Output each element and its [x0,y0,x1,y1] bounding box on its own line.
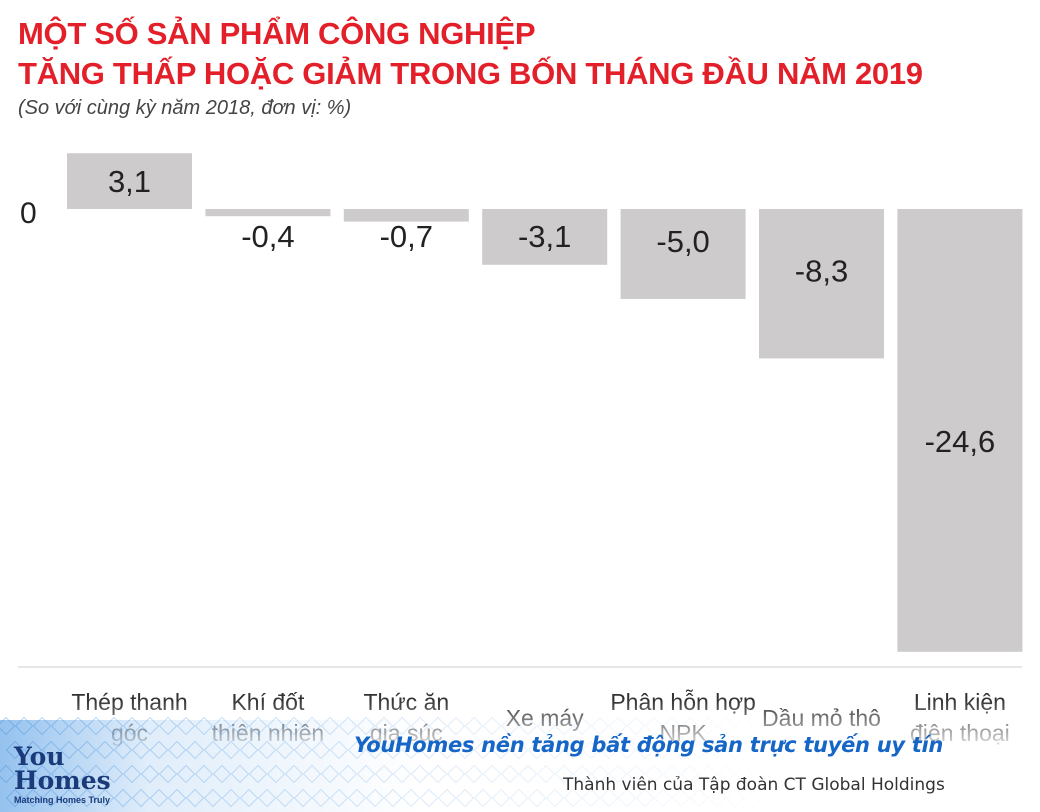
pattern-tile [500,764,520,784]
pattern-tile [428,716,448,736]
pattern-tile [590,716,610,736]
pattern-tile [554,716,574,736]
pattern-tile [536,716,556,736]
pattern-tile [527,788,547,808]
pattern-tile [707,788,727,808]
youhomes-logo[interactable]: You Homes Matching Homes Truly [14,742,134,805]
pattern-tile [617,788,637,808]
pattern-tile [707,740,727,760]
pattern-tile [662,764,682,784]
pattern-tile [662,716,682,736]
pattern-tile [599,788,619,808]
value-label-7: -24,6 [925,424,996,459]
pattern-tile [536,764,556,784]
member-text: Thành viên của Tập đoàn CT Global Holdin… [563,775,945,795]
pattern-tile [653,788,673,808]
pattern-tile [455,740,475,760]
pattern-tile [563,740,583,760]
chart-title-line-2: TĂNG THẤP HOẶC GIẢM TRONG BỐN THÁNG ĐẦU … [18,56,923,91]
pattern-tile [572,764,592,784]
pattern-tile [671,740,691,760]
pattern-tile [509,788,529,808]
bar-3 [343,209,469,222]
bar-group [67,153,1023,652]
pattern-tile [581,788,601,808]
pattern-tile [644,716,664,736]
logo-text-you: You [14,742,65,771]
pattern-tile [464,716,484,736]
pattern-tile [464,764,484,784]
value-label-4: -3,1 [518,219,571,254]
logo-text-homes: Homes [14,766,111,795]
pattern-tile [689,788,709,808]
pattern-tile [518,764,538,784]
pattern-tile [635,740,655,760]
pattern-tile [581,740,601,760]
pattern-tile [572,716,592,736]
value-label-3: -0,7 [380,219,433,254]
pattern-tile [608,764,628,784]
pattern-tile [689,740,709,760]
pattern-tile [437,740,457,760]
pattern-tile [473,788,493,808]
footer-banner [0,700,1040,812]
chart-title-line-1: MỘT SỐ SẢN PHẨM CÔNG NGHIỆP [18,16,536,51]
pattern-tile [419,740,439,760]
pattern-tile [617,740,637,760]
pattern-tile [419,788,439,808]
pattern-tile [428,764,448,784]
pattern-tile [545,740,565,760]
promo-text: YouHomes nền tảng bất động sản trực tuyế… [354,733,944,757]
bar-5 [620,209,746,299]
pattern-tile [644,764,664,784]
value-label-2: -0,4 [241,219,294,254]
pattern-tile [626,716,646,736]
chart-subtitle: (So với cùng kỳ năm 2018, đơn vị: %) [18,97,352,119]
pattern-tile [635,788,655,808]
pattern-tile [491,740,511,760]
bar-2 [205,209,331,217]
pattern-tile [491,788,511,808]
pattern-tile [500,716,520,736]
pattern-tile [680,716,700,736]
pattern-tile [482,716,502,736]
value-label-1: 3,1 [108,164,151,199]
pattern-tile [437,788,457,808]
pattern-tile [653,740,673,760]
logo-tagline: Matching Homes Truly [14,795,111,805]
value-label-6: -8,3 [795,254,848,289]
bar-7 [897,209,1023,652]
pattern-tile [446,764,466,784]
pattern-tile [599,740,619,760]
pattern-tile [680,764,700,784]
pattern-tile [671,788,691,808]
pattern-tile [590,764,610,784]
value-label-group: 3,1 -0,4 -0,7 -3,1 -5,0 -8,3 -24,6 [108,164,995,459]
pattern-tile [473,740,493,760]
pattern-tile [527,740,547,760]
bar-4 [482,209,608,265]
pattern-tile [518,716,538,736]
pattern-tile [698,764,718,784]
value-label-5: -5,0 [656,224,709,259]
bar-1 [67,153,192,209]
pattern-tile [698,716,718,736]
zero-tick-label: 0 [20,197,37,230]
bar-6 [759,209,884,359]
pattern-tile [446,716,466,736]
pattern-tile [608,716,628,736]
pattern-tile [545,788,565,808]
pattern-tile [554,764,574,784]
pattern-tile [509,740,529,760]
pattern-tile [563,788,583,808]
pattern-tile [455,788,475,808]
pattern-tile [482,764,502,784]
pattern-tile [626,764,646,784]
